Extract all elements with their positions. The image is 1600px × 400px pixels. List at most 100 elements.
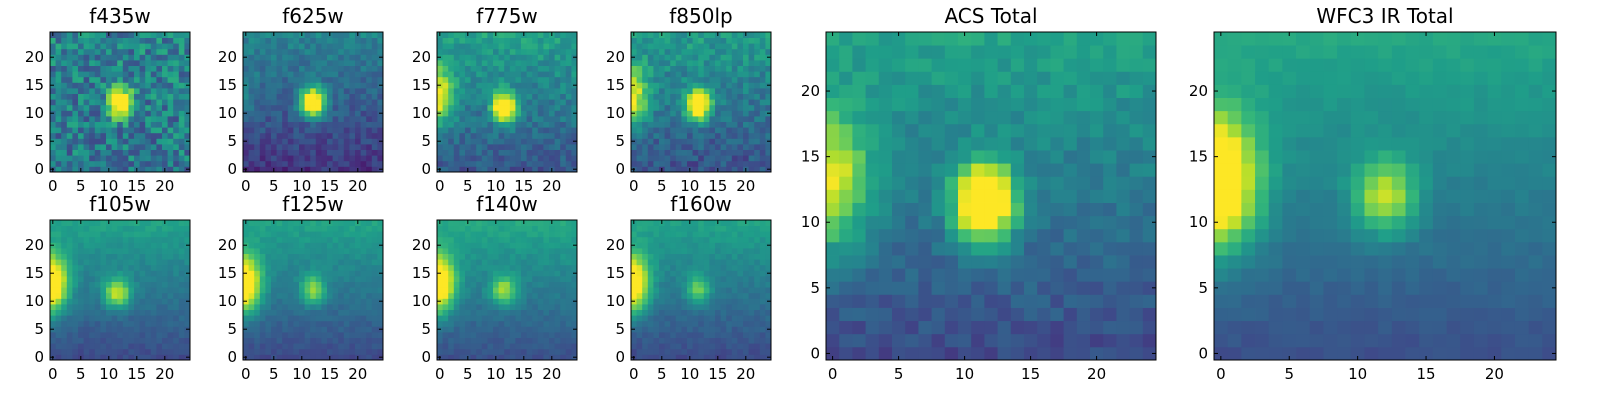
heatmap-cell	[122, 166, 129, 173]
heatmap-cell	[178, 48, 185, 55]
heatmap-cell	[122, 88, 129, 94]
heatmap-cell	[117, 281, 124, 288]
y-tick-label: 10	[412, 292, 431, 310]
heatmap-cell	[748, 276, 755, 282]
heatmap-cell	[371, 264, 378, 271]
heatmap-cell	[145, 354, 152, 361]
heatmap-cell	[248, 276, 255, 282]
heatmap-cell	[184, 304, 191, 310]
heatmap-cell	[487, 37, 494, 44]
heatmap-cell	[122, 110, 129, 117]
heatmap-cell	[675, 132, 682, 139]
heatmap-cell	[642, 155, 649, 162]
heatmap-cell	[465, 337, 471, 344]
heatmap-cell	[83, 93, 90, 100]
heatmap-cell	[737, 54, 744, 61]
heatmap-cell	[709, 54, 716, 61]
heatmap-cell	[521, 88, 527, 94]
heatmap-cell	[178, 144, 185, 150]
heatmap-cell	[243, 231, 249, 238]
heatmap-cell	[145, 160, 152, 167]
heatmap-cell	[343, 37, 350, 44]
heatmap-cell	[526, 138, 533, 145]
heatmap-cell	[265, 43, 272, 50]
heatmap-cell	[731, 43, 738, 50]
heatmap-cell	[315, 231, 322, 238]
heatmap-cell	[66, 60, 73, 66]
heatmap-cell	[55, 37, 62, 44]
heatmap-cell	[117, 236, 124, 243]
heatmap-cell	[173, 138, 180, 145]
heatmap-cell	[276, 116, 283, 122]
heatmap-cell	[543, 242, 550, 249]
heatmap-cell	[156, 82, 163, 89]
heatmap-cell	[83, 304, 90, 310]
heatmap-cell	[664, 88, 671, 94]
heatmap-cell	[349, 248, 356, 254]
heatmap-cell	[565, 149, 572, 156]
heatmap-cell	[83, 65, 90, 72]
heatmap-cell	[83, 37, 90, 44]
heatmap-cell	[498, 93, 505, 100]
heatmap-cell	[66, 287, 73, 294]
heatmap-cell	[521, 116, 527, 122]
heatmap-cell	[106, 332, 112, 338]
heatmap-cell	[243, 309, 249, 316]
heatmap-cell	[442, 93, 449, 100]
heatmap-cell	[754, 121, 761, 128]
heatmap-cell	[631, 48, 637, 55]
heatmap-cell	[493, 326, 499, 333]
heatmap-cell	[128, 71, 135, 78]
heatmap-cell	[343, 93, 350, 100]
heatmap-cell	[565, 160, 572, 167]
heatmap-cell	[743, 326, 749, 333]
heatmap-cell	[271, 320, 277, 327]
heatmap-cell	[526, 54, 533, 61]
heatmap-cell	[89, 225, 96, 232]
heatmap-cell	[526, 248, 533, 254]
heatmap-cell	[355, 287, 361, 294]
heatmap-cell	[631, 121, 637, 128]
heatmap-cell	[765, 104, 772, 111]
heatmap-cell	[139, 48, 146, 55]
heatmap-cell	[543, 149, 550, 156]
heatmap-cell	[173, 60, 180, 66]
heatmap-cell	[355, 60, 361, 66]
heatmap-cell	[360, 315, 367, 322]
heatmap-cell	[459, 309, 466, 316]
heatmap-cell	[106, 48, 112, 55]
heatmap-cell	[122, 104, 129, 111]
heatmap-cell	[78, 264, 84, 271]
heatmap-cell	[94, 276, 101, 282]
heatmap-cell	[653, 60, 660, 66]
heatmap-cell	[532, 149, 539, 156]
heatmap-cell	[315, 88, 322, 94]
heatmap-cell	[759, 337, 766, 344]
heatmap-cell	[259, 60, 266, 66]
heatmap-cell	[537, 155, 544, 162]
heatmap-cells	[437, 220, 578, 361]
heatmap-cell	[66, 166, 73, 173]
heatmap-cell	[343, 48, 350, 55]
heatmap-cell	[327, 253, 333, 260]
heatmap-cell	[139, 304, 146, 310]
heatmap-cell	[66, 220, 73, 226]
heatmap-cell	[61, 287, 68, 294]
heatmap-cell	[509, 99, 516, 106]
heatmap-cell	[692, 104, 699, 111]
heatmap-cell	[377, 309, 384, 316]
heatmap-cell	[243, 160, 249, 167]
heatmap-cell	[139, 298, 146, 305]
heatmap-cell	[55, 82, 62, 89]
heatmap-cell	[299, 99, 305, 106]
heatmap-cell	[366, 166, 373, 173]
heatmap-cell	[448, 82, 455, 89]
heatmap-cell	[254, 43, 261, 50]
heatmap-cell	[515, 231, 522, 238]
heatmap-cell	[315, 248, 322, 254]
heatmap-cell	[448, 304, 455, 310]
heatmap-cell	[304, 315, 311, 322]
heatmap-cell	[355, 326, 361, 333]
heatmap-cell	[271, 326, 277, 333]
heatmap-cell	[549, 65, 555, 72]
